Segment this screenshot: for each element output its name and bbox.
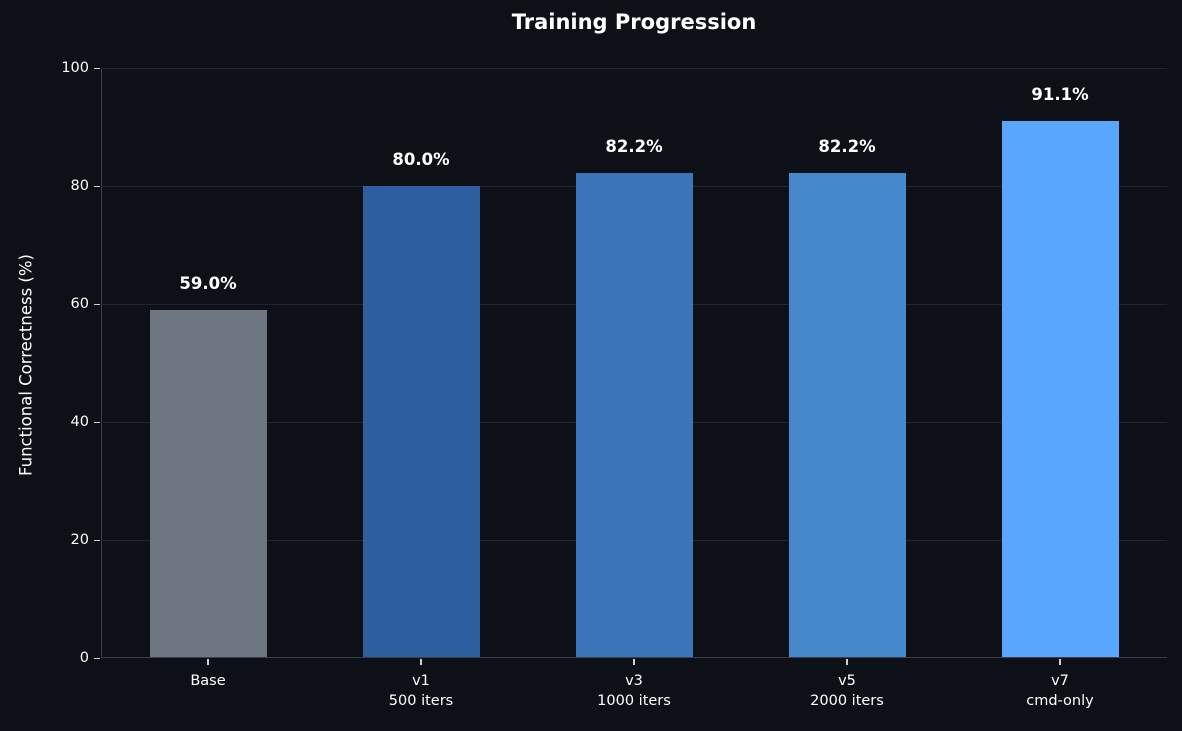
x-tick-label-line1: v5	[838, 673, 856, 689]
x-tick-label: v3 1000 iters	[544, 671, 724, 711]
bar-value-label: 59.0%	[179, 273, 237, 293]
bar-v5	[788, 173, 906, 657]
y-tick-mark	[94, 421, 100, 423]
x-tick-mark	[633, 659, 635, 665]
y-tick-label: 100	[61, 60, 89, 76]
y-tick-mark	[94, 67, 100, 69]
y-axis-line	[101, 68, 102, 658]
bar-value-label: 82.2%	[818, 137, 876, 157]
x-tick-label-line2: 1000 iters	[597, 693, 671, 709]
x-tick-label-line1: v1	[412, 673, 430, 689]
x-tick-mark	[846, 659, 848, 665]
y-axis-title: Functional Correctness (%)	[16, 254, 36, 476]
x-tick-mark	[420, 659, 422, 665]
bar-v7	[1001, 120, 1119, 657]
x-tick-label-line2: 500 iters	[388, 693, 454, 709]
y-tick-mark	[94, 657, 100, 659]
bar-v1	[362, 186, 480, 657]
x-tick-label: v1 500 iters	[331, 671, 511, 711]
x-tick-label: v7 cmd-only	[970, 671, 1150, 711]
bar-value-label: 82.2%	[605, 137, 663, 157]
y-tick-mark	[94, 539, 100, 541]
plot-area: 0 20 40 60 80 100 59.0% Base 80.0% v1 500 iters 82.…	[61, 60, 1167, 709]
gridline	[101, 68, 1167, 69]
x-tick-mark	[1059, 659, 1061, 665]
x-tick-label: Base	[118, 671, 298, 691]
x-axis-line	[101, 656, 1167, 658]
x-tick-label-line1: v3	[625, 673, 643, 689]
bar-value-label: 80.0%	[392, 150, 450, 169]
x-tick-label-line2: 2000 iters	[810, 693, 884, 709]
x-tick-label-line1: v7	[1051, 673, 1069, 689]
y-tick-mark	[94, 303, 100, 305]
bar-base	[149, 309, 267, 657]
bar-value-label: 91.1%	[1031, 84, 1089, 104]
x-tick-label-line2: cmd-only	[1026, 693, 1094, 709]
y-tick-label: 20	[70, 532, 89, 548]
y-tick-label: 0	[79, 650, 89, 666]
chart-title: Training Progression	[511, 10, 757, 34]
x-tick-label-line1: Base	[190, 673, 226, 689]
bar-v3	[575, 173, 693, 657]
y-tick-label: 80	[70, 178, 89, 194]
x-tick-mark	[207, 659, 209, 665]
y-tick-label: 40	[70, 414, 89, 430]
y-tick-mark	[94, 185, 100, 187]
x-tick-label: v5 2000 iters	[757, 671, 937, 711]
y-tick-label: 60	[70, 296, 89, 312]
